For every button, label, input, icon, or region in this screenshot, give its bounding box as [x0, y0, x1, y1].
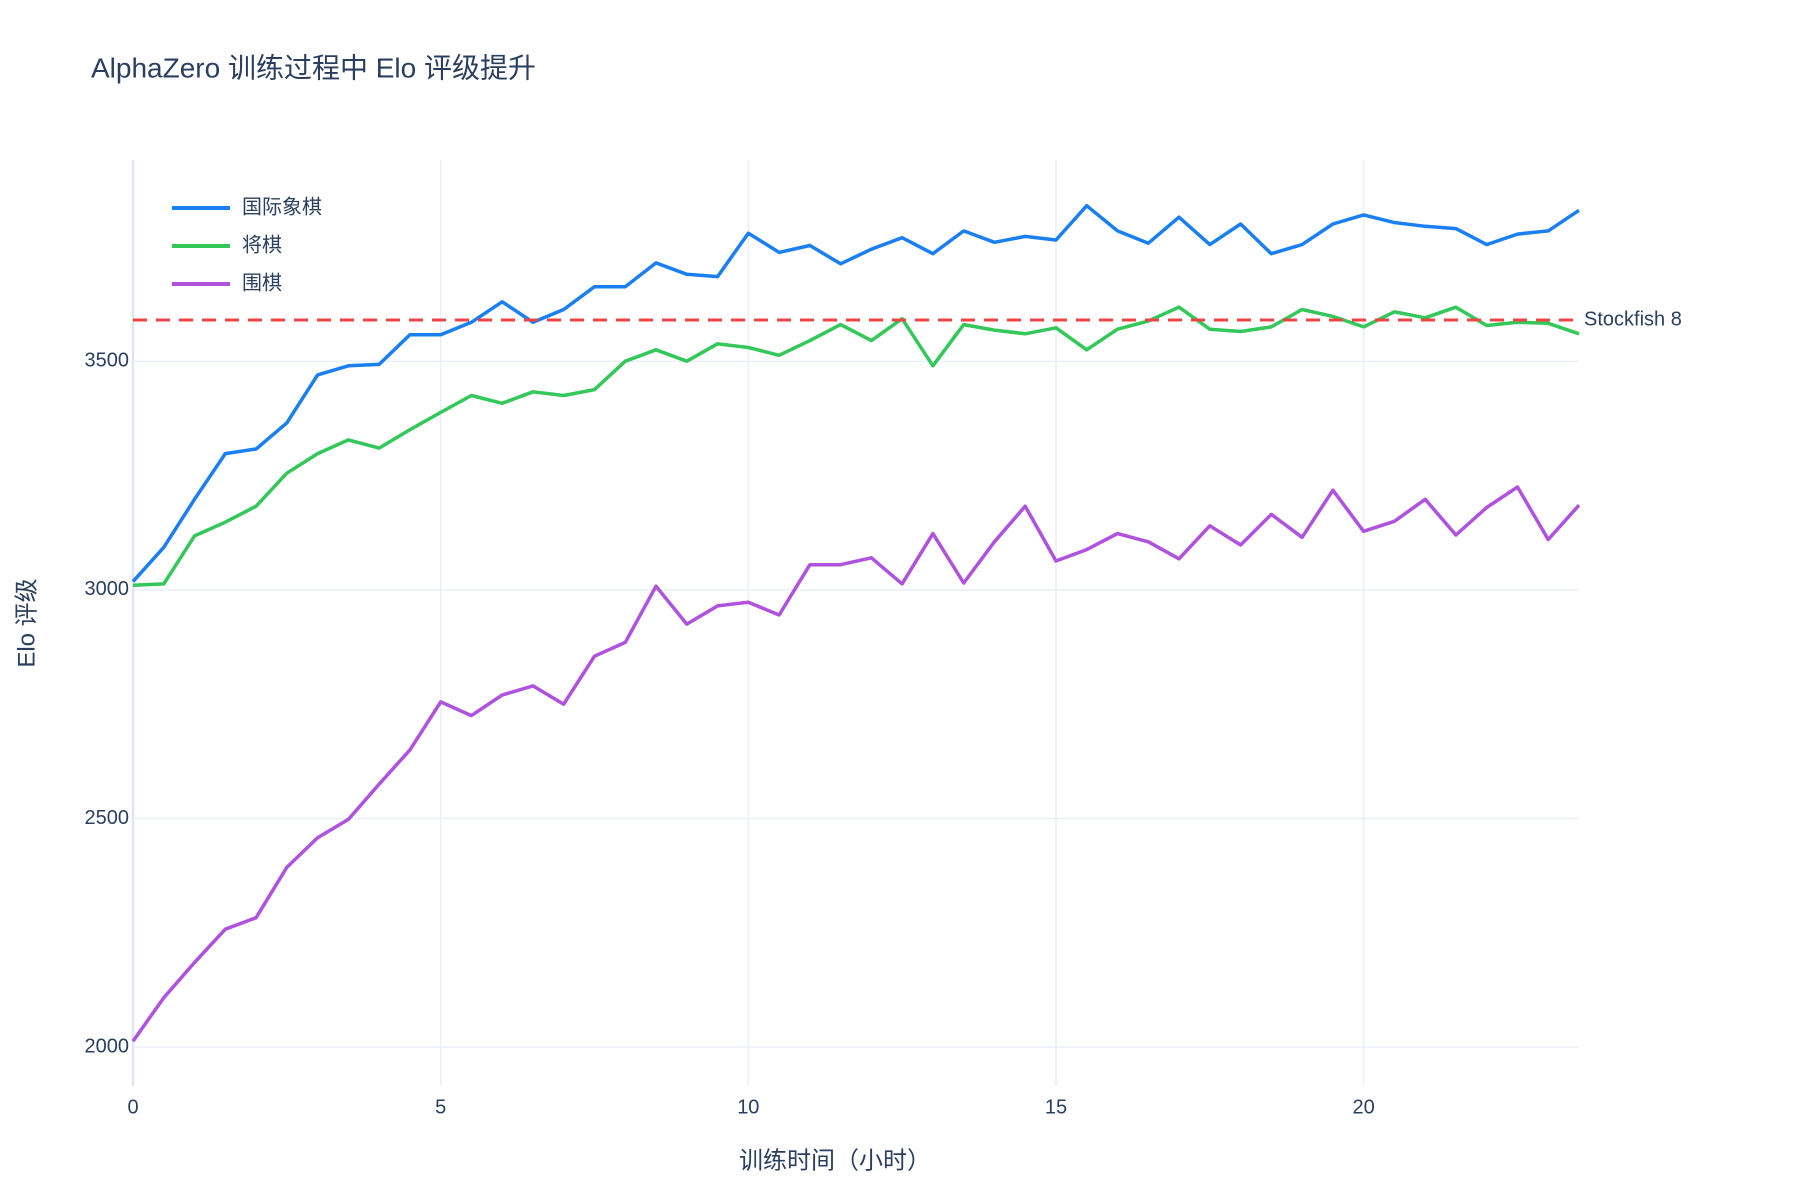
legend-label: 国际象棋 — [242, 195, 322, 218]
legend-label: 将棋 — [242, 233, 282, 256]
y-tick-label: 3000 — [85, 578, 130, 600]
series-line — [131, 203, 1580, 583]
x-tick-label: 0 — [127, 1096, 138, 1118]
chart-title: AlphaZero 训练过程中 Elo 评级提升 — [91, 52, 536, 83]
series-line — [132, 305, 1580, 588]
x-tick-label: 5 — [435, 1096, 446, 1118]
x-tick-label: 20 — [1353, 1096, 1375, 1118]
legend-label: 围棋 — [242, 271, 282, 294]
x-tick-label: 15 — [1045, 1096, 1067, 1118]
reference-label: Stockfish 8 — [1584, 308, 1682, 330]
y-tick-label: 2500 — [85, 807, 130, 829]
x-tick-label: 10 — [737, 1096, 759, 1118]
y-tick-label: 2000 — [85, 1035, 130, 1057]
y-axis-title: Elo 评级 — [13, 578, 40, 667]
series-line — [131, 485, 1581, 1043]
y-tick-label: 3500 — [85, 349, 130, 371]
x-axis-title: 训练时间（小时） — [739, 1147, 931, 1174]
